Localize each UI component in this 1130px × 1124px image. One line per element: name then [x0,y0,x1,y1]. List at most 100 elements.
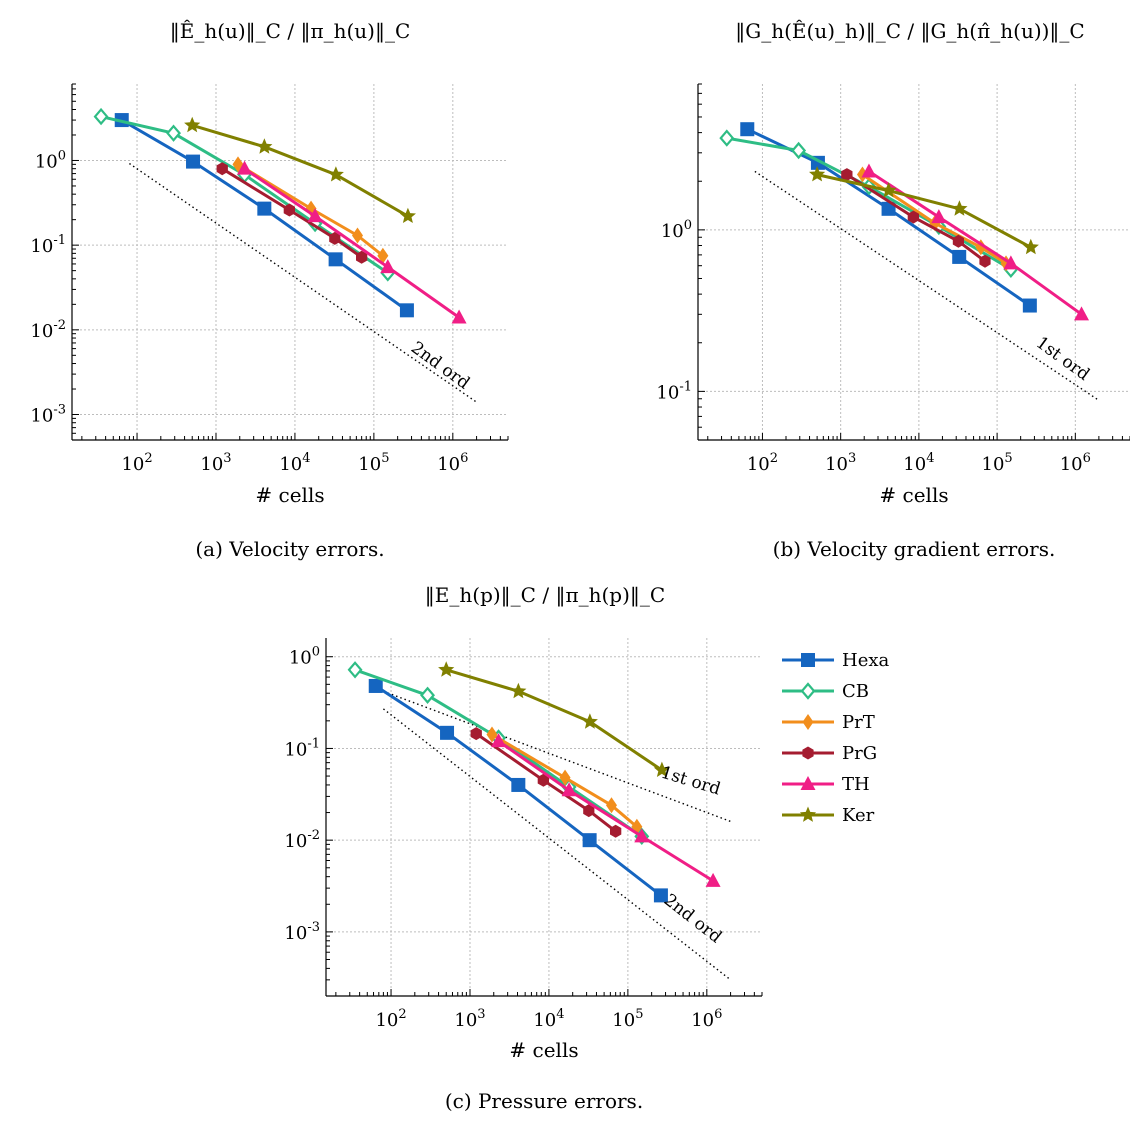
y-tick-label: 10-1 [284,736,320,760]
data-point-th [237,160,253,175]
slope-annotation: 2nd ord [407,338,473,394]
y-tick-label: 10-2 [30,318,66,342]
x-tick-label: 105 [358,451,389,475]
x-tick-label: 105 [612,1007,643,1031]
data-point-ker [581,713,598,729]
panel-title: ‖Ê_h(u)‖_C / ‖π_h(u)‖_C [170,19,411,44]
panel-caption: (a) Velocity errors. [195,537,384,561]
series-line-ker [445,668,663,772]
legend-entry-prt: PrT [782,712,875,733]
data-point-ker [880,182,897,198]
x-tick-label: 106 [691,1007,722,1031]
y-tick-label: 100 [35,148,66,172]
legend-entry-hexa: Hexa [782,650,890,671]
x-tick-label: 105 [982,451,1013,475]
data-point-prt [559,769,571,786]
data-point-prg [216,162,228,176]
series-prt [486,726,643,835]
data-point-prg [470,727,482,741]
x-tick-label: 106 [437,451,468,475]
data-point-th [705,872,721,887]
legend-marker-prg [802,746,814,760]
series-cb [719,129,1019,278]
data-point-prg [610,824,622,838]
data-point-cb [719,129,735,147]
data-point-hexa [653,888,668,903]
x-tick-label: 103 [200,451,231,475]
series-ker [184,116,416,223]
panel-velocity-errors: 102 103 104 105 106 10-3 10-2 10-1 100 2nd ord ‖Ê_… [30,19,509,561]
series-line-th [497,739,714,883]
data-point-ker [510,682,527,699]
x-ticks [707,433,1130,440]
data-point-th [1074,306,1090,321]
y-tick-label: 10-3 [284,920,320,944]
data-point-ker [438,661,455,677]
y-tick-label: 100 [661,218,692,242]
x-axis-label: # cells [879,483,948,507]
series-cb [347,661,650,846]
data-point-th [634,828,650,843]
slope-annotation: 1st ord [1032,333,1093,385]
x-tick-label: 102 [375,1007,406,1031]
panel-title: ‖E_h(p)‖_C / ‖π_h(p)‖_C [425,583,665,608]
data-point-prg [907,210,919,224]
series-th [237,160,467,324]
data-point-cb [166,124,181,142]
series-prg [841,168,991,268]
legend: Hexa CB PrT PrG TH Ker [782,650,890,826]
series-prt [232,156,389,264]
legend-entry-th: TH [782,774,870,795]
series-ker [809,166,1039,255]
series-line-hexa [746,127,1031,307]
legend-marker-th [800,776,816,790]
data-point-ker [184,116,201,133]
x-ticks [81,433,509,440]
series-line-prg [846,173,986,263]
x-tick-label: 103 [825,451,856,475]
y-ticks [698,83,705,441]
series-line-th [243,167,460,319]
series-hexa [740,122,1037,313]
reference-slope-line [383,690,731,823]
x-tick-label: 102 [747,451,778,475]
grid [72,84,508,440]
legend-entry-ker: Ker [782,805,875,826]
data-point-hexa [399,303,414,318]
x-tick-label: 106 [1060,451,1091,475]
data-point-ker [951,200,968,216]
data-point-prg [841,168,853,182]
x-axis-label: # cells [255,483,324,507]
panel-caption: (c) Pressure errors. [445,1089,643,1113]
data-point-prg [537,773,549,787]
x-tick-label: 103 [454,1007,485,1031]
data-point-cb [93,107,109,126]
data-point-prg [979,254,991,268]
x-axis-label: # cells [509,1038,578,1062]
data-point-hexa [740,122,755,137]
data-point-prg [952,234,964,248]
data-point-th [380,259,396,274]
series-line-prt [237,163,384,257]
x-tick-label: 104 [903,451,934,475]
legend-marker-prt [802,714,814,730]
data-point-cb [420,686,435,704]
series-line-cb [354,668,643,838]
y-ticks [72,83,79,441]
data-point-hexa [186,154,201,169]
legend-marker-cb [800,682,816,700]
data-point-ker [399,207,416,223]
data-point-hexa [328,252,343,267]
series-line-prt [491,733,638,828]
data-point-ker [809,166,826,182]
data-point-hexa [440,725,455,740]
panel-title: ‖G_h(Ê(u)_h)‖_C / ‖G_h(π̂_h(u))‖_C [735,19,1084,44]
panel-caption: (b) Velocity gradient errors. [773,537,1056,561]
y-tick-label: 10-3 [30,403,66,427]
grid [326,638,762,996]
panel-velocity-gradient-errors: 102 103 104 105 106 10-1 100 1st ord ‖G_h(Ê(u)_h… [656,19,1130,561]
legend-label: Hexa [842,650,890,671]
y-ticks [326,656,333,997]
data-point-th [491,733,507,748]
